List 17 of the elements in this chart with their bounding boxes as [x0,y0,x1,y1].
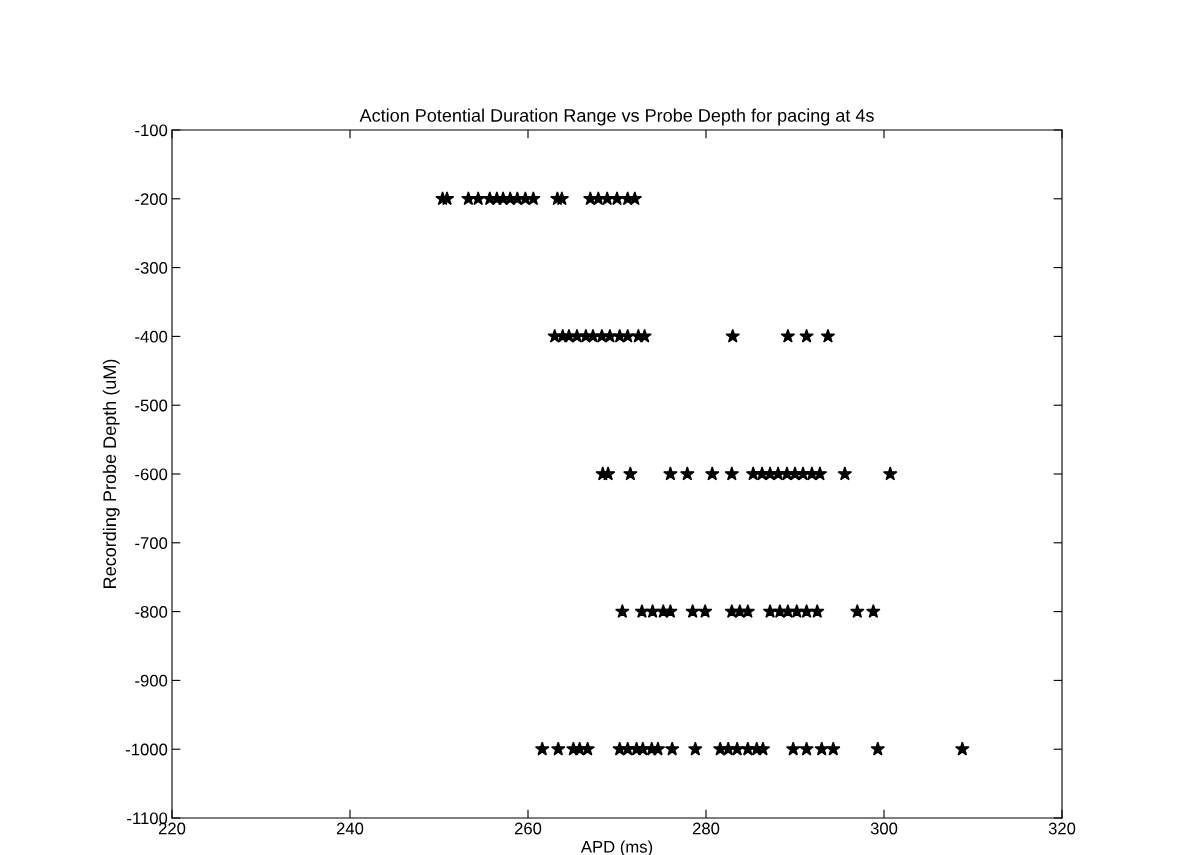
y-tick-label: -800 [135,606,168,618]
x-tick-label: 260 [514,822,542,835]
y-tick-label: -300 [135,262,168,274]
x-tick-label: 320 [1048,822,1076,835]
y-tick-label: -900 [135,674,168,687]
y-tick-label: -1000 [125,743,168,756]
y-tick-label: -500 [135,399,168,412]
y-tick-label: -100 [135,124,168,137]
x-tick-label: 280 [692,822,720,835]
y-tick-label: -400 [135,330,168,343]
y-tick-label: -200 [135,193,168,205]
x-tick-label: 240 [336,822,364,835]
y-tick-label: -600 [135,468,168,481]
x-tick-label: 300 [870,822,898,835]
chart-title: Action Potential Duration Range vs Probe Depth for pacing at 4s [359,108,874,126]
y-tick-label: -700 [135,537,168,549]
y-axis-title: Recording Probe Depth (uM) [102,359,120,588]
